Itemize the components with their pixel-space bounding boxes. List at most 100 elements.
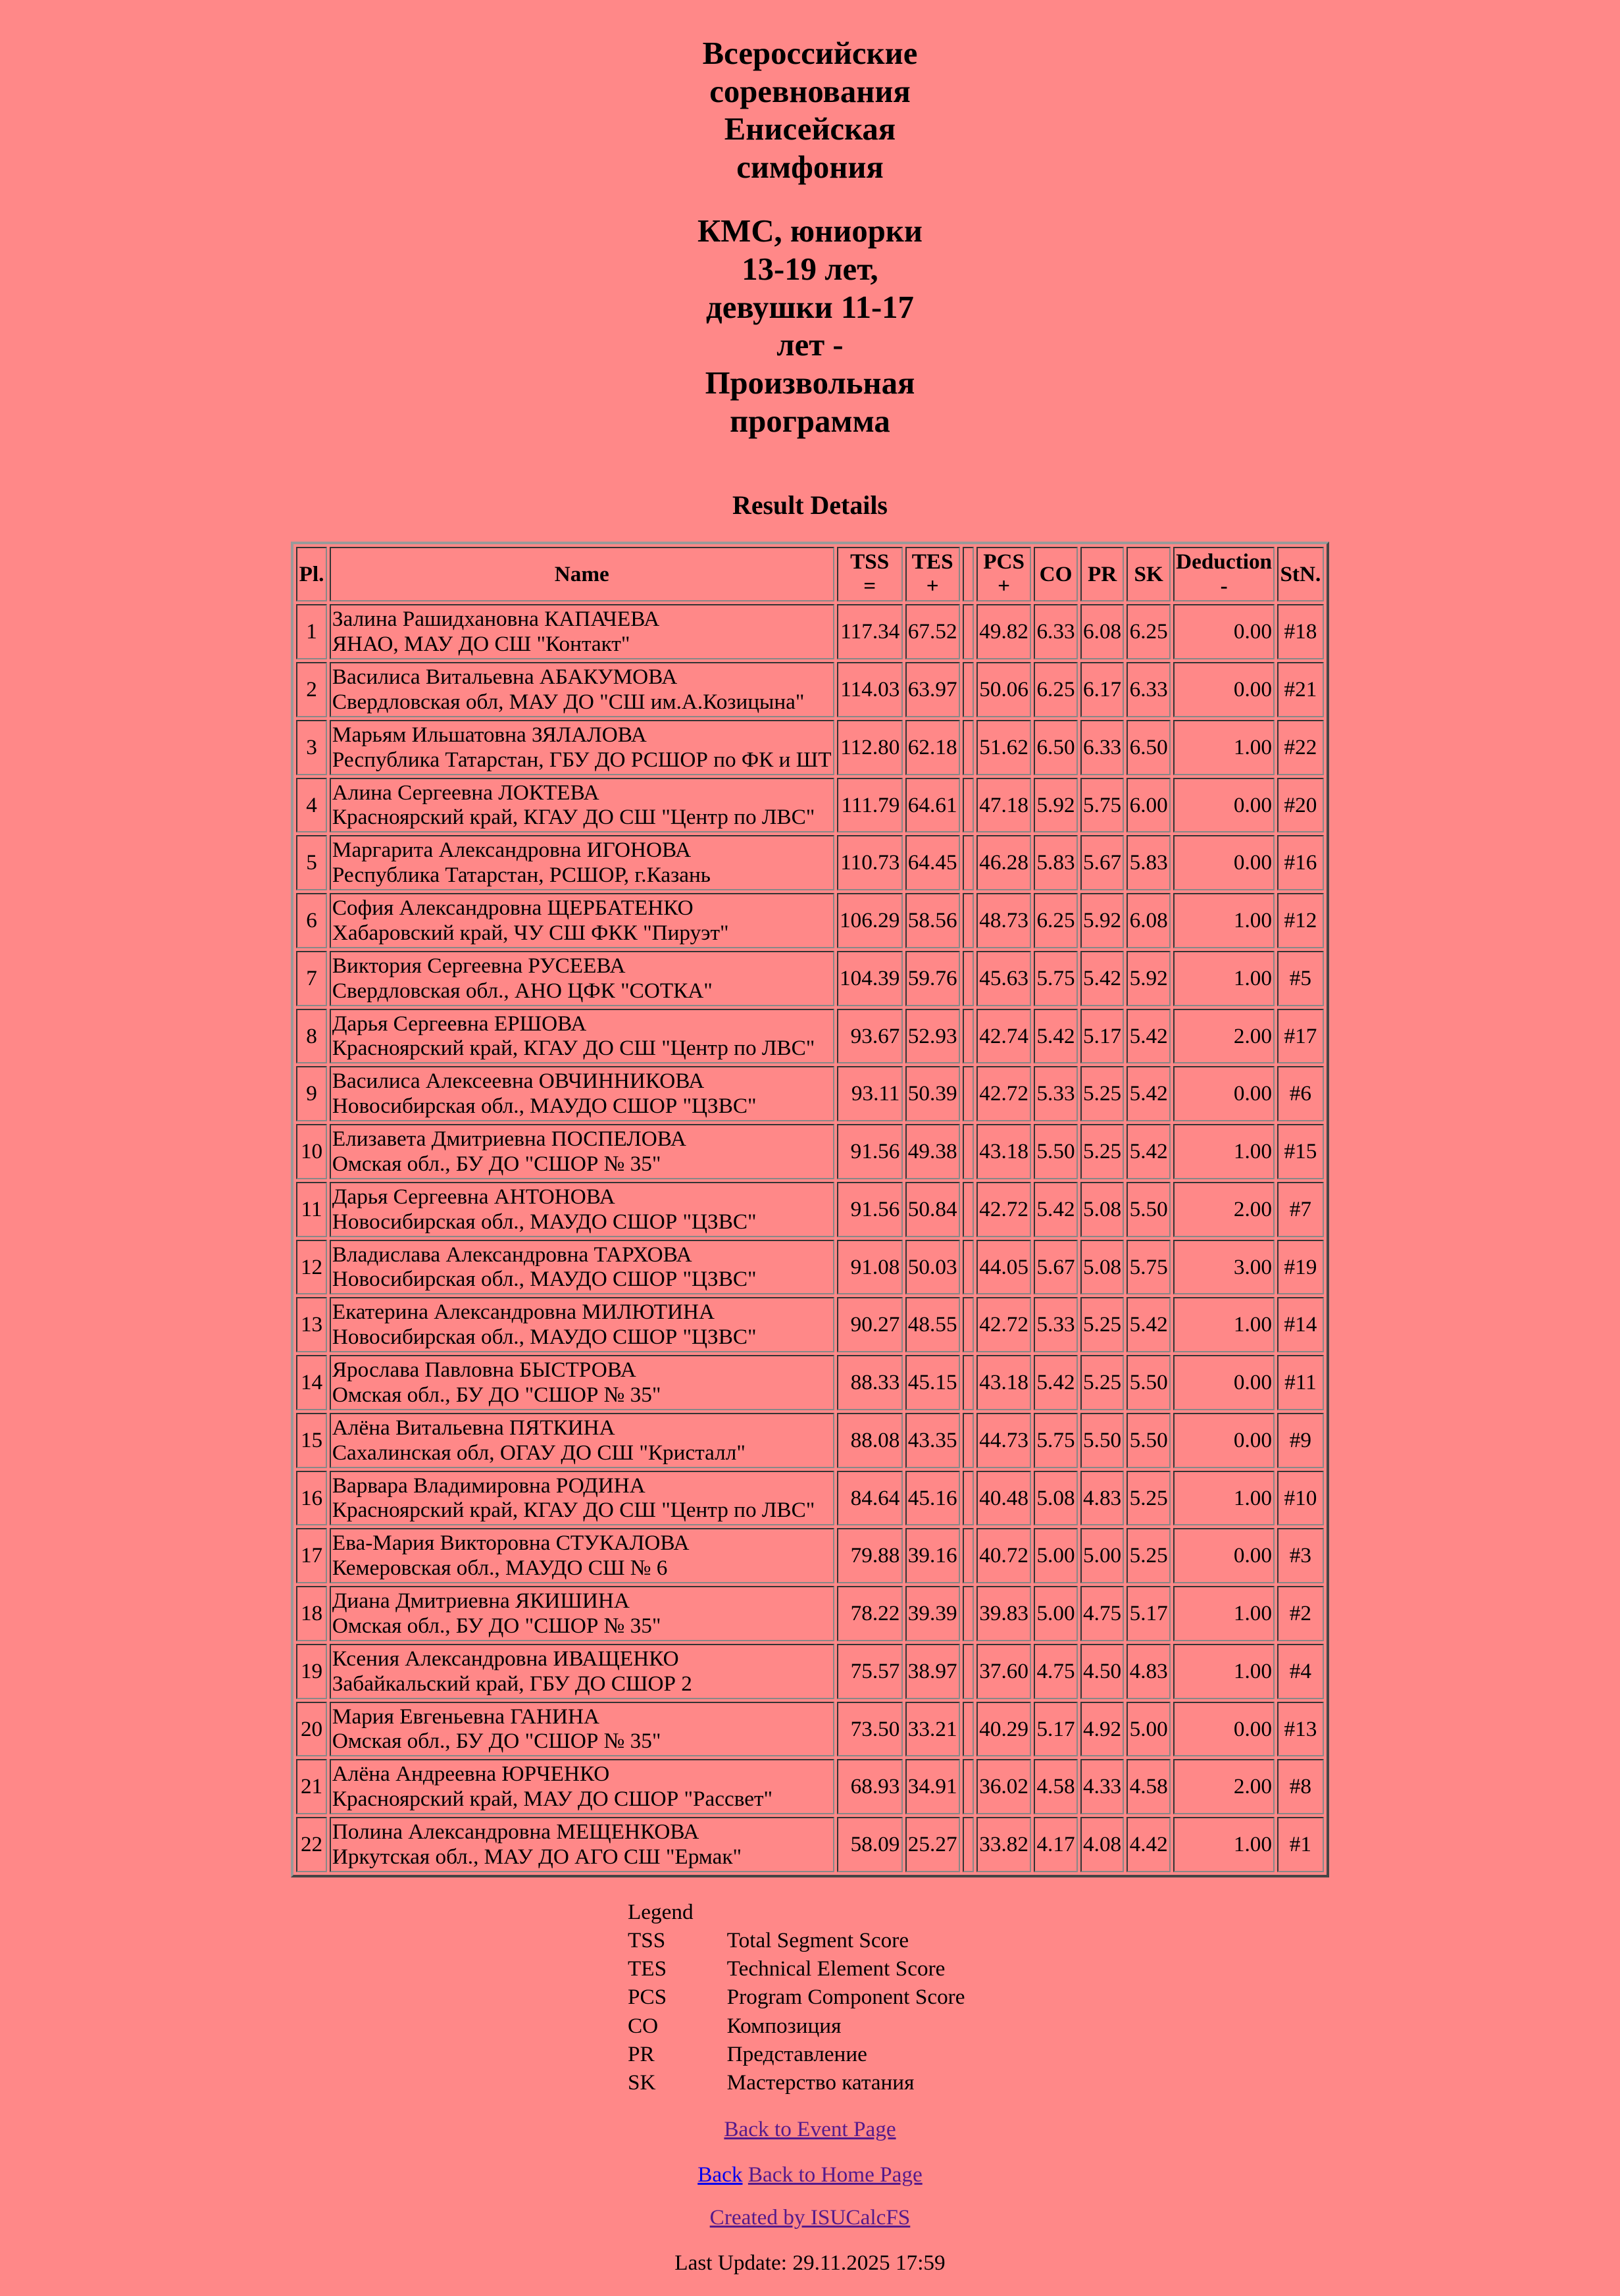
- table-row: 22 Полина Александровна МЕЩЕНКОВА Иркутска…: [296, 1817, 1324, 1872]
- skater-club: ЯНАО, МАУ ДО СШ "Контакт": [332, 632, 630, 657]
- tes: 67.52: [905, 604, 960, 659]
- skater-name: Дарья Сергеевна ЕРШОВА: [332, 1011, 587, 1036]
- skater-cell: Елизавета Дмитриевна ПОСПЕЛОВА Омская обл…: [329, 1124, 834, 1179]
- skater-name: Дарья Сергеевна АНТОНОВА: [332, 1184, 615, 1209]
- place: 21: [296, 1759, 327, 1814]
- pcs: 42.72: [976, 1181, 1032, 1237]
- spacer: [962, 662, 975, 717]
- tss: 84.64: [836, 1470, 903, 1526]
- skater-cell: Ксения Александровна ИВАЩЕНКО Забайкальск…: [329, 1643, 834, 1699]
- table-row: 4 Алина Сергеевна ЛОКТЕВА Красноярский кра…: [296, 777, 1324, 833]
- legend-abbr: SK: [627, 2070, 656, 2095]
- skater-club: Новосибирская обл., МАУДО СШОР "ЦЗВС": [332, 1209, 757, 1234]
- tes: 39.39: [905, 1586, 960, 1641]
- skater-club: Омская обл., БУ ДО "СШОР № 35": [332, 1382, 661, 1407]
- skater-cell: Василиса Витальевна АБАКУМОВА Свердловска…: [329, 662, 834, 717]
- skater-cell: Варвара Владимировна РОДИНА Красноярский …: [329, 1470, 834, 1526]
- skater-cell: Ева-Мария Викторовна СТУКАЛОВА Кемеровска…: [329, 1528, 834, 1583]
- results-table: Pl. Name TSS = TES + PCS + CO PR SK Deducti…: [291, 541, 1329, 1877]
- legend: Legend TSS Total Segment Score TES Technica…: [628, 1898, 992, 2097]
- created-by-link[interactable]: Created by ISUCalcFS: [709, 2205, 911, 2230]
- table-row: 8 Дарья Сергеевна ЕРШОВА Красноярский край…: [296, 1008, 1324, 1064]
- skater-name: София Александровна ЩЕРБАТЕНКО: [332, 896, 694, 921]
- skater-name: Алёна Витальевна ПЯТКИНА: [332, 1415, 615, 1440]
- pcs: 47.18: [976, 777, 1032, 833]
- sk: 6.33: [1126, 662, 1171, 717]
- place: 14: [296, 1355, 327, 1410]
- deduction: 3.00: [1173, 1239, 1275, 1295]
- sk: 4.58: [1126, 1759, 1171, 1814]
- header-tss: TSS =: [836, 546, 903, 602]
- place: 18: [296, 1586, 327, 1641]
- deduction: 1.00: [1173, 1124, 1275, 1179]
- spacer: [962, 1470, 975, 1526]
- skater-name: Маргарита Александровна ИГОНОВА: [332, 838, 692, 863]
- start-number: #11: [1277, 1355, 1324, 1410]
- start-number: #16: [1277, 835, 1324, 890]
- start-number: #20: [1277, 777, 1324, 833]
- spacer: [962, 1817, 975, 1872]
- back-to-event-link[interactable]: Back to Event Page: [724, 2117, 896, 2142]
- skater-cell: Мария Евгеньевна ГАНИНА Омская обл., БУ Д…: [329, 1701, 834, 1757]
- sk: 5.75: [1126, 1239, 1171, 1295]
- spacer: [962, 1412, 975, 1468]
- co: 5.08: [1034, 1470, 1078, 1526]
- pcs: 39.83: [976, 1586, 1032, 1641]
- skater-name: Варвара Владимировна РОДИНА: [332, 1473, 645, 1498]
- skater-club: Новосибирская обл., МАУДО СШОР "ЦЗВС": [332, 1267, 757, 1292]
- skater-cell: София Александровна ЩЕРБАТЕНКО Хабаровски…: [329, 893, 834, 948]
- spacer: [962, 1528, 975, 1583]
- tes: 38.97: [905, 1643, 960, 1699]
- pcs: 51.62: [976, 719, 1032, 775]
- start-number: #5: [1277, 950, 1324, 1006]
- pcs: 43.18: [976, 1355, 1032, 1410]
- skater-club: Красноярский край, КГАУ ДО СШ "Центр по …: [332, 1036, 815, 1061]
- co: 5.42: [1034, 1008, 1078, 1064]
- skater-cell: Алина Сергеевна ЛОКТЕВА Красноярский край…: [329, 777, 834, 833]
- header-pl: Pl.: [296, 546, 327, 602]
- co: 6.25: [1034, 893, 1078, 948]
- table-row: 16 Варвара Владимировна РОДИНА Красноярски…: [296, 1470, 1324, 1526]
- header-pcs: PCS +: [976, 546, 1032, 602]
- back-to-home-link[interactable]: Back to Home Page: [747, 2162, 923, 2187]
- pcs: 40.48: [976, 1470, 1032, 1526]
- header-co: CO: [1034, 546, 1078, 602]
- legend-title: Legend: [627, 1899, 694, 1924]
- pr: 5.08: [1080, 1181, 1125, 1237]
- start-number: #13: [1277, 1701, 1324, 1757]
- start-number: #9: [1277, 1412, 1324, 1468]
- spacer: [962, 1066, 975, 1121]
- table-row: 1 Залина Рашидхановна КАПАЧЕВА ЯНАО, МАУ Д…: [296, 604, 1324, 659]
- table-row: 7 Виктория Сергеевна РУСЕЕВА Свердловская …: [296, 950, 1324, 1006]
- tes: 64.45: [905, 835, 960, 890]
- place: 8: [296, 1008, 327, 1064]
- sk: 5.25: [1126, 1528, 1171, 1583]
- skater-cell: Дарья Сергеевна АНТОНОВА Новосибирская об…: [329, 1181, 834, 1237]
- start-number: #1: [1277, 1817, 1324, 1872]
- place: 9: [296, 1066, 327, 1121]
- skater-cell: Алёна Витальевна ПЯТКИНА Сахалинская обл,…: [329, 1412, 834, 1468]
- deduction: 0.00: [1173, 1701, 1275, 1757]
- sk: 4.42: [1126, 1817, 1171, 1872]
- start-number: #12: [1277, 893, 1324, 948]
- back-link[interactable]: Back: [697, 2162, 743, 2187]
- skater-name: Ева-Мария Викторовна СТУКАЛОВА: [332, 1531, 690, 1556]
- deduction: 0.00: [1173, 1355, 1275, 1410]
- place: 6: [296, 893, 327, 948]
- sk: 5.42: [1126, 1124, 1171, 1179]
- deduction: 0.00: [1173, 1066, 1275, 1121]
- co: 5.75: [1034, 950, 1078, 1006]
- deduction: 1.00: [1173, 950, 1275, 1006]
- legend-item: PCS Program Component Score: [628, 1983, 965, 2011]
- skater-name: Марьям Ильшатовна ЗЯЛАЛОВА: [332, 722, 647, 747]
- co: 5.50: [1034, 1124, 1078, 1179]
- sk: 5.50: [1126, 1355, 1171, 1410]
- pcs: 40.72: [976, 1528, 1032, 1583]
- place: 17: [296, 1528, 327, 1583]
- spacer: [962, 1181, 975, 1237]
- legend-item: PR Представление: [628, 2040, 965, 2068]
- sk: 5.83: [1126, 835, 1171, 890]
- deduction: 1.00: [1173, 893, 1275, 948]
- tes: 25.27: [905, 1817, 960, 1872]
- pr: 5.25: [1080, 1297, 1125, 1352]
